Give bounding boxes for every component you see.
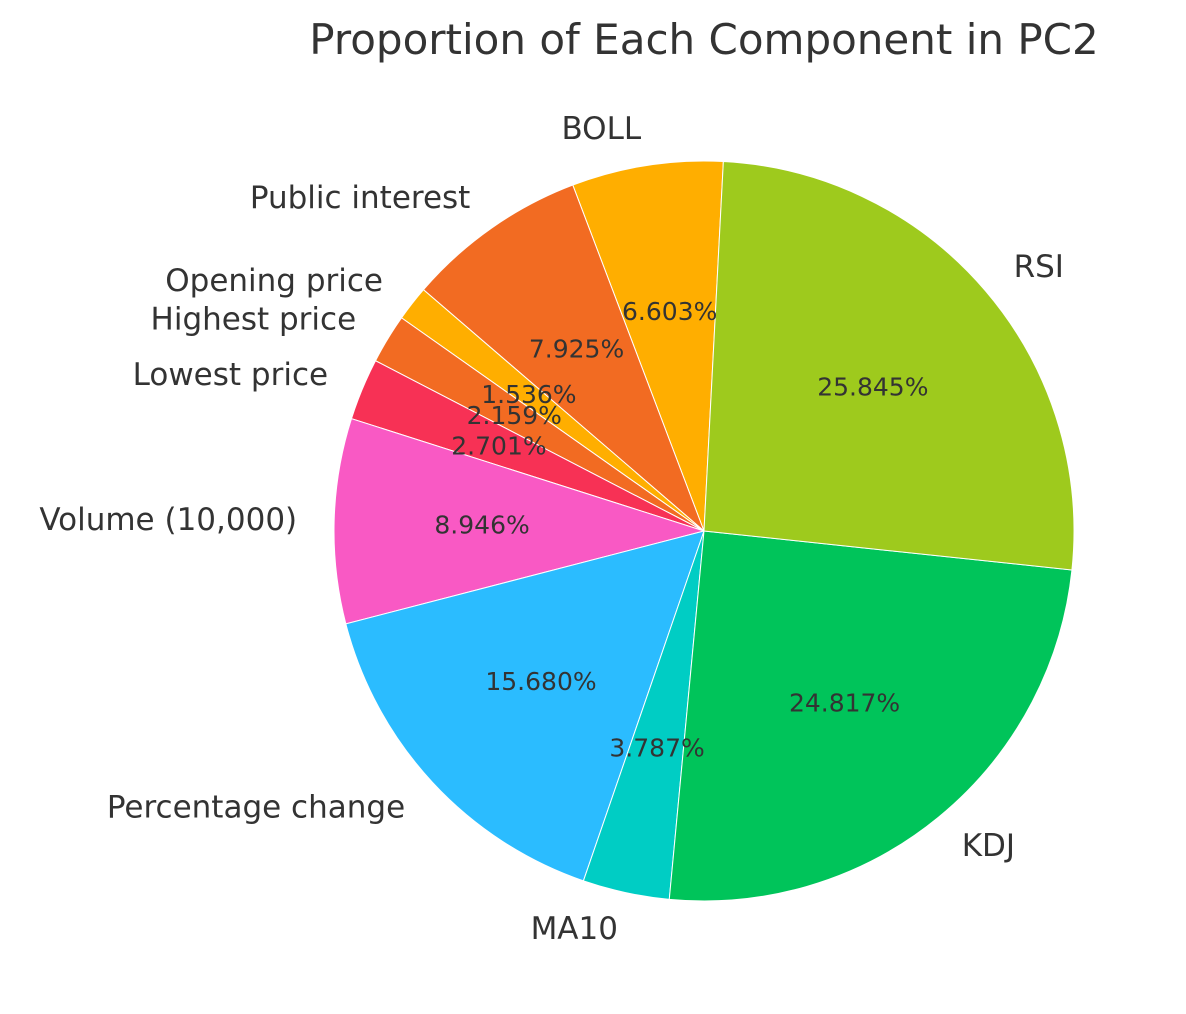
slice-label-boll: BOLL <box>561 111 641 147</box>
pie-slice-percentage-change <box>345 530 705 882</box>
pct-label-volume-10-000: 8.946% <box>434 510 529 539</box>
slice-label-percentage-change: Percentage change <box>107 789 405 825</box>
pct-label-percentage-change: 15.680% <box>485 667 596 696</box>
pie-slices <box>333 160 1075 902</box>
pie-slice-volume-10-000 <box>333 418 706 625</box>
pct-label-highest-price: 2.159% <box>467 401 562 430</box>
percentage-labels: 6.603% 7.925% 1.536%2.159%2.701% 8.946% 15.6… <box>434 297 928 762</box>
pct-label-rsi: 25.845% <box>817 372 928 401</box>
slice-label-volume-10-000: Volume (10,000) <box>39 502 297 538</box>
slice-label-opening-price: Opening price <box>165 263 383 299</box>
slice-label-rsi: RSI <box>1014 249 1064 285</box>
slice-labels: BOLL Public interest Opening priceHighest … <box>39 111 1064 947</box>
slice-label-lowest-price: Lowest price <box>133 357 328 393</box>
slice-label-kdj: KDJ <box>962 828 1015 864</box>
pie-slice-boll <box>572 160 724 532</box>
pie-slice-rsi <box>703 160 1075 571</box>
pie-slice-kdj <box>668 530 1073 902</box>
pct-label-lowest-price: 2.701% <box>451 431 546 460</box>
pct-label-public-interest: 7.925% <box>529 335 624 364</box>
pct-label-boll: 6.603% <box>622 297 717 326</box>
chart-title: Proportion of Each Component in PC2 <box>309 15 1098 64</box>
slice-label-highest-price: Highest price <box>151 302 357 338</box>
pie-slice-public-interest <box>422 184 705 532</box>
pct-label-ma10: 3.787% <box>609 733 704 762</box>
pct-label-kdj: 24.817% <box>789 688 900 717</box>
slice-label-public-interest: Public interest <box>250 180 471 216</box>
pct-label-opening-price: 1.536% <box>481 380 576 409</box>
slice-label-ma10: MA10 <box>531 911 618 947</box>
